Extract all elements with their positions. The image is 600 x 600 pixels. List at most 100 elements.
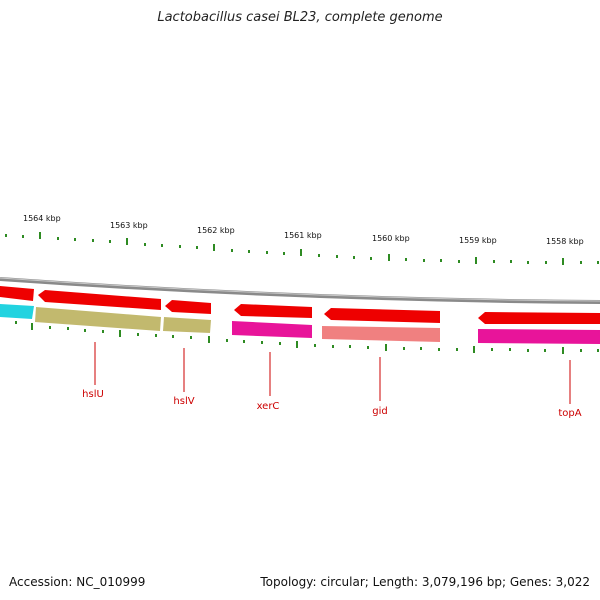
tick xyxy=(562,258,564,265)
tick xyxy=(314,344,316,347)
genome-summary-text: Topology: circular; Length: 3,079,196 bp… xyxy=(260,575,590,589)
gene-arrow-gid xyxy=(324,308,440,323)
tick xyxy=(458,260,460,263)
tick xyxy=(597,261,599,264)
tick xyxy=(597,349,599,352)
tick xyxy=(248,250,250,253)
scale-label: 1560 kbp xyxy=(372,234,410,243)
gene-track-red[interactable] xyxy=(0,286,600,324)
cog-block-cyan xyxy=(0,304,34,319)
gene-arrow-xerC xyxy=(234,304,312,318)
scale-labels: 1564 kbp 1563 kbp 1562 kbp 1561 kbp 1560… xyxy=(23,214,584,246)
tick xyxy=(67,327,69,330)
tick xyxy=(403,347,405,350)
tick xyxy=(562,347,564,354)
tick xyxy=(243,340,245,343)
gene-labels[interactable]: hslU hslV xerC gid topA xyxy=(82,389,582,419)
tick xyxy=(296,341,298,348)
tick xyxy=(22,235,24,238)
tick xyxy=(385,344,387,351)
tick xyxy=(456,348,458,351)
scale-label: 1563 kbp xyxy=(110,221,148,230)
tick xyxy=(349,345,351,348)
gene-label-hslU: hslU xyxy=(82,389,104,400)
tick xyxy=(92,239,94,242)
cog-block-hslU xyxy=(35,307,161,331)
tick xyxy=(15,321,17,324)
inner-tick-track xyxy=(15,321,599,354)
tick xyxy=(109,240,111,243)
tick xyxy=(208,336,210,343)
tick xyxy=(405,258,407,261)
tick xyxy=(473,346,475,353)
tick xyxy=(49,326,51,329)
gene-arrow xyxy=(0,286,34,301)
tick xyxy=(370,257,372,260)
tick xyxy=(31,323,33,330)
tick xyxy=(266,251,268,254)
cog-track[interactable] xyxy=(0,304,600,344)
tick xyxy=(144,243,146,246)
gene-arrow-hslV xyxy=(165,300,211,314)
tick xyxy=(126,238,128,245)
tick xyxy=(491,348,493,351)
tick xyxy=(527,349,529,352)
gene-label-gid: gid xyxy=(372,406,387,417)
tick xyxy=(119,330,121,337)
tick xyxy=(226,339,228,342)
tick xyxy=(84,329,86,332)
tick xyxy=(190,336,192,339)
gene-arrow-hslU xyxy=(38,290,161,310)
tick xyxy=(57,237,59,240)
tick xyxy=(475,257,477,264)
tick xyxy=(231,249,233,252)
tick xyxy=(367,346,369,349)
tick xyxy=(420,347,422,350)
tick xyxy=(388,254,390,261)
cog-block-xerC xyxy=(232,321,312,338)
tick xyxy=(74,238,76,241)
tick xyxy=(438,348,440,351)
tick xyxy=(336,255,338,258)
cog-block-topA xyxy=(478,329,600,344)
gene-label-xerC: xerC xyxy=(257,401,280,412)
tick xyxy=(423,259,425,262)
tick xyxy=(300,249,302,256)
tick xyxy=(213,244,215,251)
tick xyxy=(102,330,104,333)
tick xyxy=(353,256,355,259)
tick xyxy=(137,333,139,336)
scale-label: 1564 kbp xyxy=(23,214,61,223)
scale-label: 1561 kbp xyxy=(284,231,322,240)
map-title: Lactobacillus casei BL23, complete genom… xyxy=(157,10,443,25)
cog-block-hslV xyxy=(163,317,211,333)
scale-label: 1559 kbp xyxy=(459,236,497,245)
tick xyxy=(39,232,41,239)
tick xyxy=(279,342,281,345)
cog-block-gid xyxy=(322,326,440,342)
tick xyxy=(510,260,512,263)
scale-label: 1562 kbp xyxy=(197,226,235,235)
tick xyxy=(332,345,334,348)
tick xyxy=(318,254,320,257)
tick xyxy=(172,335,174,338)
gene-label-leaders xyxy=(94,342,571,404)
tick xyxy=(440,259,442,262)
tick xyxy=(179,245,181,248)
tick xyxy=(161,244,163,247)
outer-tick-track xyxy=(5,232,599,265)
genome-backbone-highlight xyxy=(0,277,600,302)
tick xyxy=(155,334,157,337)
gene-arrow-topA xyxy=(478,312,600,324)
accession-text: Accession: NC_010999 xyxy=(9,575,146,589)
tick xyxy=(544,349,546,352)
genome-backbone xyxy=(0,277,600,304)
tick xyxy=(580,261,582,264)
tick xyxy=(283,252,285,255)
tick xyxy=(509,348,511,351)
scale-label: 1558 kbp xyxy=(546,237,584,246)
tick xyxy=(5,234,7,237)
gene-label-hslV: hslV xyxy=(173,396,194,407)
tick xyxy=(545,261,547,264)
